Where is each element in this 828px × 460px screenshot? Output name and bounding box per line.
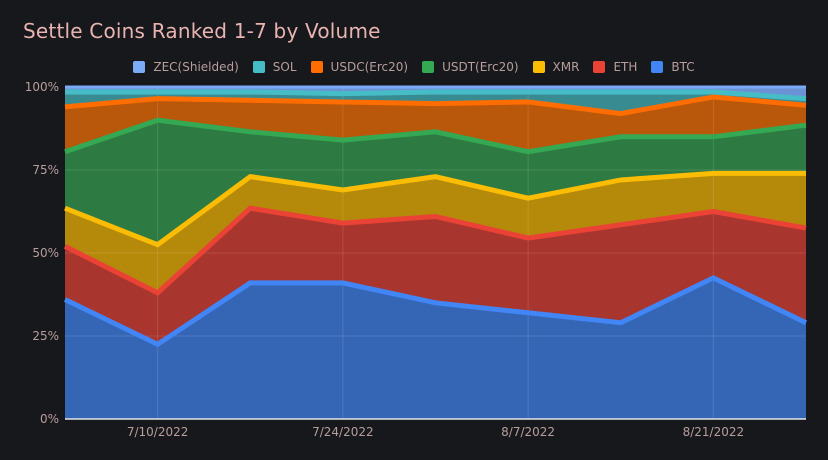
y-tick-label: 75% — [32, 163, 59, 177]
line-btc[interactable] — [63, 275, 808, 348]
x-tick-label: 8/21/2022 — [683, 425, 745, 439]
legend-swatch — [651, 61, 664, 73]
legend: ZEC(Shielded) SOL USDC(Erc20) USDT(Erc20) XM… — [0, 60, 828, 74]
line-usdc-erc20-[interactable] — [64, 94, 807, 117]
legend-label: ETH — [613, 60, 638, 74]
line-sol[interactable] — [65, 89, 807, 102]
area-fills — [65, 87, 806, 419]
legend-swatch — [252, 61, 265, 73]
legend-swatch — [310, 61, 323, 73]
legend-item[interactable]: SOL — [252, 60, 297, 74]
legend-item[interactable]: ETH — [593, 60, 637, 74]
gridlines — [65, 87, 806, 419]
area-usdc-erc20- — [65, 96, 806, 152]
legend-item[interactable]: USDT(Erc20) — [422, 60, 519, 74]
axes: 0% 25% 50% 75% 100% 7/10/2022 7/24/2022 8/7/202… — [25, 80, 806, 439]
legend-label: SOL — [272, 60, 297, 74]
line-eth[interactable] — [63, 205, 807, 296]
y-tick-label: 25% — [32, 329, 59, 343]
legend-item[interactable]: USDC(Erc20) — [310, 60, 409, 74]
x-tick-label: 8/7/2022 — [501, 425, 555, 439]
legend-item[interactable]: XMR — [532, 60, 580, 74]
legend-label: ZEC(Shielded) — [153, 60, 239, 74]
area-xmr — [65, 173, 806, 293]
legend-label: USDC(Erc20) — [330, 60, 409, 74]
line-usdt-erc20-[interactable] — [64, 117, 807, 155]
x-tick-label: 7/24/2022 — [312, 425, 374, 439]
legend-label: BTC — [671, 60, 695, 74]
area-eth — [65, 208, 806, 345]
y-tick-label: 50% — [32, 246, 59, 260]
x-tick-label: 7/10/2022 — [127, 425, 189, 439]
y-tick-label: 100% — [25, 80, 59, 94]
area-btc — [65, 277, 806, 419]
y-tick-label: 0% — [40, 412, 59, 426]
chart-title: Settle Coins Ranked 1-7 by Volume — [23, 19, 381, 43]
legend-swatch — [133, 61, 146, 73]
legend-label: XMR — [552, 60, 580, 74]
area-usdt-erc20- — [65, 120, 806, 245]
legend-item[interactable]: BTC — [651, 60, 695, 74]
legend-swatch — [422, 61, 435, 73]
legend-item[interactable]: ZEC(Shielded) — [133, 60, 239, 74]
legend-swatch — [532, 61, 545, 73]
line-xmr[interactable] — [64, 170, 806, 248]
legend-swatch — [593, 61, 606, 73]
legend-label: USDT(Erc20) — [442, 60, 519, 74]
series-lines — [63, 85, 808, 348]
